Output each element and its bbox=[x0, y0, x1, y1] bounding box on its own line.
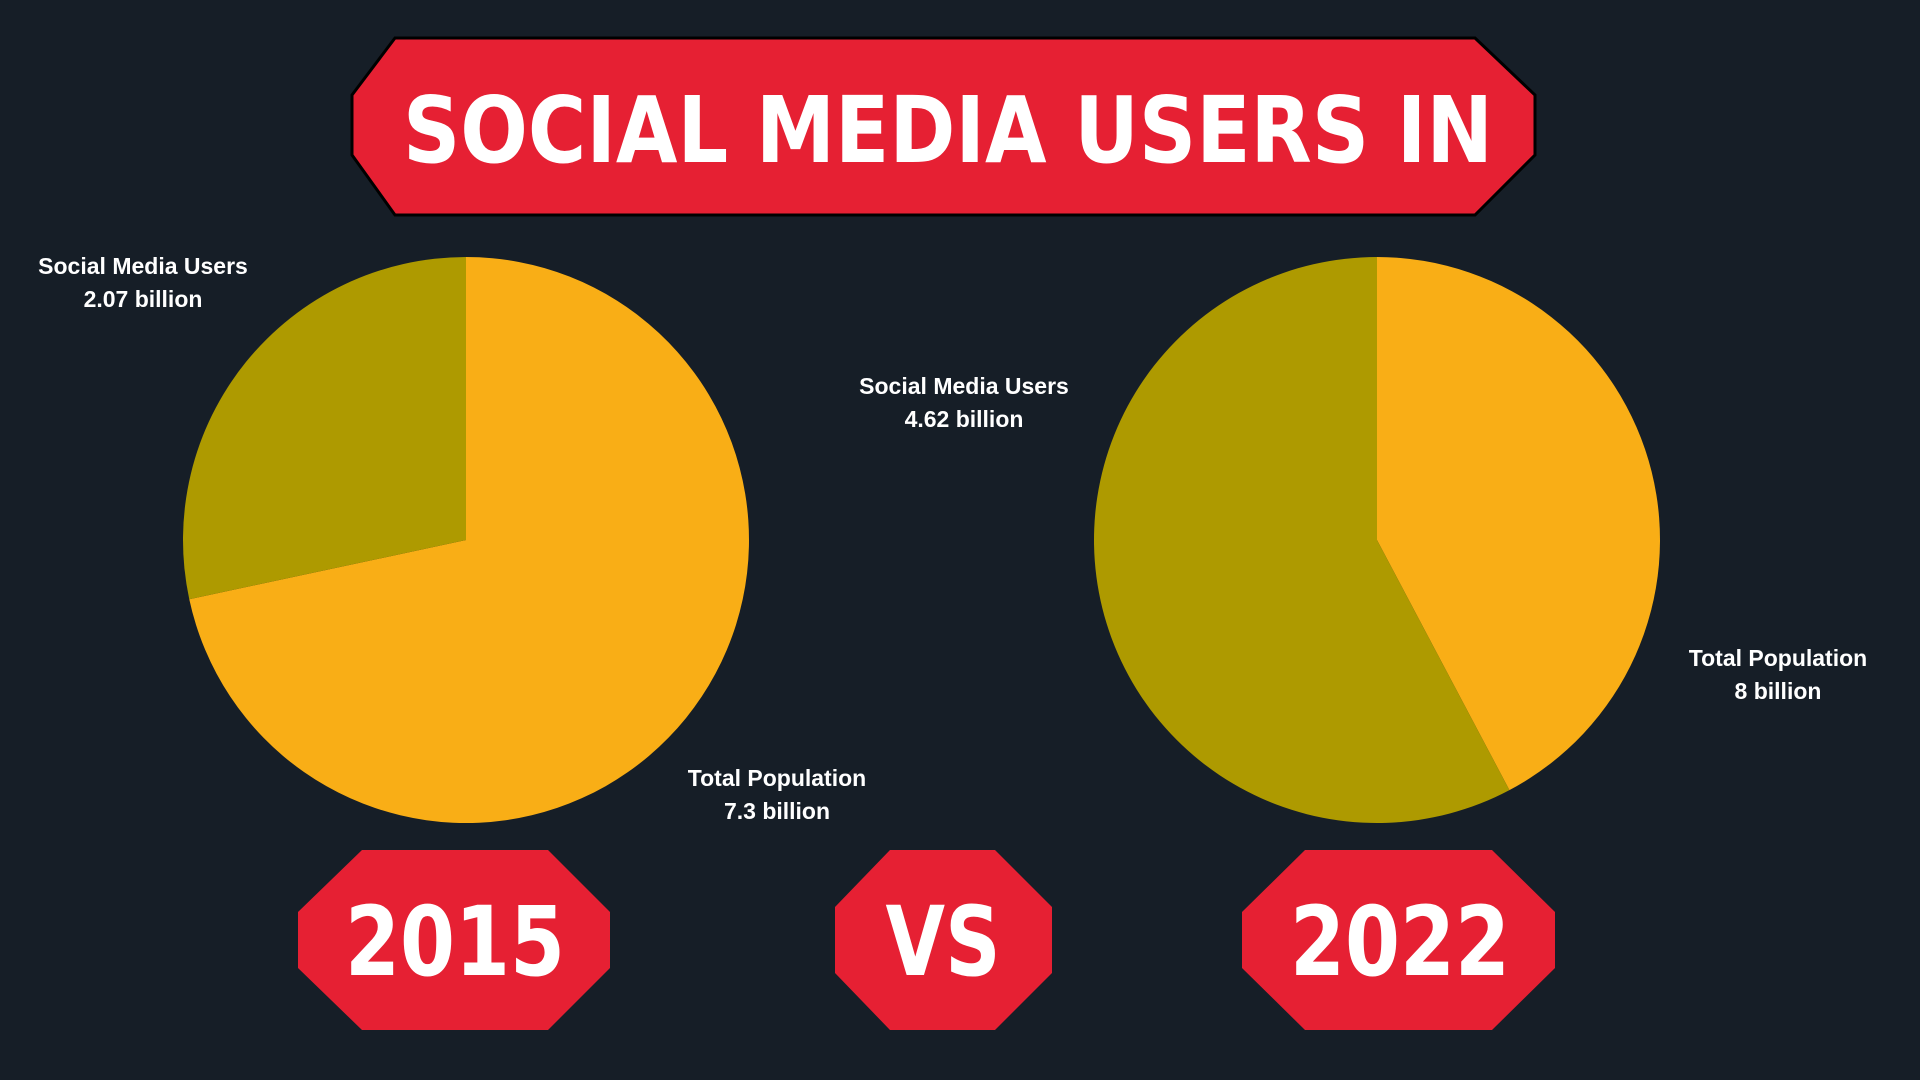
pie-2022-label-social-media-users: Social Media Users 4.62 billion bbox=[804, 370, 1124, 436]
pie-2015-slice-social-media-users bbox=[182, 257, 466, 600]
label-name: Total Population bbox=[687, 765, 867, 791]
label-value: 8 billion bbox=[1734, 678, 1822, 704]
vs-label: VS bbox=[886, 886, 1001, 998]
year-label-2015: 2015 bbox=[345, 886, 565, 998]
label-name: Total Population bbox=[1688, 645, 1868, 671]
pie-2022-slice-social-media-users bbox=[1094, 257, 1510, 823]
year-badge-2022 bbox=[1242, 850, 1555, 1030]
pie-2015-slice-total-population bbox=[189, 257, 749, 823]
label-value: 4.62 billion bbox=[904, 406, 1024, 432]
title: SOCIAL MEDIA USERS IN bbox=[403, 77, 1493, 184]
label-name: Social Media Users bbox=[38, 253, 248, 279]
vs-badge bbox=[835, 850, 1052, 1030]
pie-2015-label-social-media-users: Social Media Users 2.07 billion bbox=[0, 250, 303, 316]
year-badge-2015 bbox=[298, 850, 610, 1030]
year-label-2022: 2022 bbox=[1290, 886, 1510, 998]
label-value: 2.07 billion bbox=[83, 286, 203, 312]
label-name: Social Media Users bbox=[859, 373, 1069, 399]
pie-2022-slice-total-population bbox=[1377, 257, 1661, 791]
title-banner bbox=[350, 36, 1537, 217]
pie-2022-label-total-population: Total Population 8 billion bbox=[1618, 642, 1920, 708]
pie-2015-label-total-population: Total Population 7.3 billion bbox=[617, 762, 937, 828]
pie-2022 bbox=[1094, 257, 1661, 823]
pie-2015 bbox=[182, 257, 749, 823]
label-value: 7.3 billion bbox=[723, 798, 831, 824]
